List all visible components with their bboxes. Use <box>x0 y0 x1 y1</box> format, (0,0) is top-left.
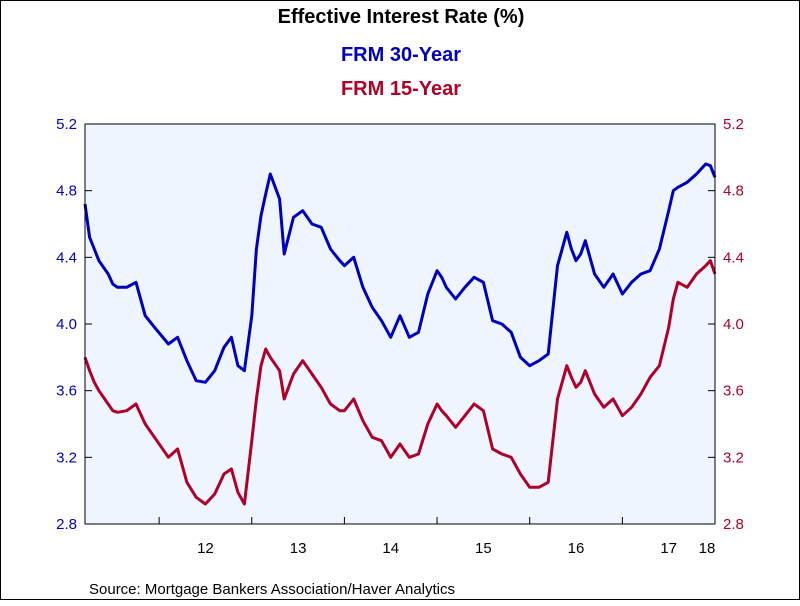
right-y-axis: 2.8 3.2 3.6 4.0 4.4 4.8 5.2 <box>708 116 744 533</box>
x-tick-label: 16 <box>568 540 585 557</box>
x-tick-label: 17 <box>660 540 677 557</box>
right-y-tick-label: 4.0 <box>723 316 744 333</box>
plot-area <box>85 124 715 524</box>
x-tick-label: 14 <box>382 540 399 557</box>
left-y-tick-label: 4.8 <box>56 183 77 200</box>
left-y-axis: 2.8 3.2 3.6 4.0 4.4 4.8 5.2 <box>56 116 92 533</box>
right-y-tick-label: 3.6 <box>723 383 744 400</box>
right-y-tick-label: 5.2 <box>723 116 744 133</box>
x-tick-label: 18 <box>699 540 716 557</box>
right-y-tick-label: 4.8 <box>723 183 744 200</box>
x-tick-label: 13 <box>290 540 307 557</box>
right-y-tick-label: 4.4 <box>723 249 744 266</box>
right-y-tick-label: 3.2 <box>723 449 744 466</box>
x-tick-label: 12 <box>197 540 214 557</box>
plot-border <box>84 123 716 525</box>
x-axis: 12 13 14 15 16 17 18 <box>158 517 716 557</box>
legend-frm-15-year: FRM 15-Year <box>341 78 461 100</box>
series-line-frm-30-year <box>83 162 717 384</box>
left-y-tick-label: 4.0 <box>56 316 77 333</box>
source-note: Source: Mortgage Bankers Association/Hav… <box>89 581 455 598</box>
right-y-tick-label: 2.8 <box>723 516 744 533</box>
x-tick-label: 15 <box>475 540 492 557</box>
left-y-tick-label: 2.8 <box>56 516 77 533</box>
left-y-tick-label: 3.6 <box>56 383 77 400</box>
left-y-tick-label: 5.2 <box>56 116 77 133</box>
left-y-tick-label: 3.2 <box>56 449 77 466</box>
legend-frm-30-year: FRM 30-Year <box>341 44 461 66</box>
left-y-tick-label: 4.4 <box>56 249 77 266</box>
series-line-frm-15-year <box>83 259 717 506</box>
chart-title: Effective Interest Rate (%) <box>278 6 525 28</box>
